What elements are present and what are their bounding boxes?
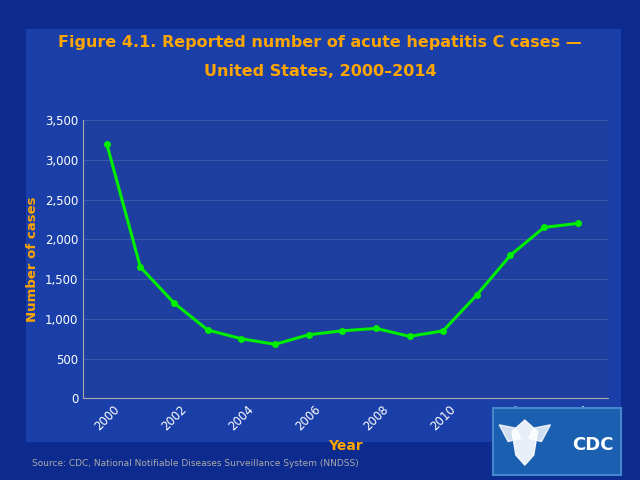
Y-axis label: Number of cases: Number of cases [26,196,40,322]
Text: CDC: CDC [572,436,614,454]
Text: Source: CDC, National Notifiable Diseases Surveillance System (NNDSS): Source: CDC, National Notifiable Disease… [32,459,359,468]
X-axis label: Year: Year [328,439,363,453]
Polygon shape [512,420,538,465]
Text: United States, 2000–2014: United States, 2000–2014 [204,64,436,79]
Polygon shape [529,425,550,442]
Polygon shape [499,425,521,442]
Text: Figure 4.1. Reported number of acute hepatitis C cases —: Figure 4.1. Reported number of acute hep… [58,36,582,50]
